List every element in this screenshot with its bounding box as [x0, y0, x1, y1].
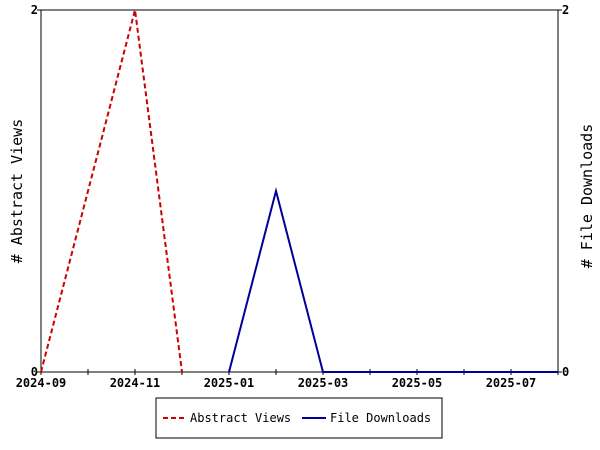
right-axis-title: # File Downloads — [578, 124, 596, 269]
x-tick-label: 2024-11 — [110, 376, 161, 390]
series-line-abstract-views — [40, 9, 183, 373]
left-y-tick-label: 0 — [31, 365, 38, 379]
series-line-file-downloads — [228, 187, 558, 373]
legend-label-file-downloads: File Downloads — [330, 411, 431, 425]
x-tick-label: 2025-05 — [392, 376, 443, 390]
left-axis-title: # Abstract Views — [8, 119, 26, 264]
x-tick-label: 2025-07 — [486, 376, 537, 390]
legend-label-abstract-views: Abstract Views — [190, 411, 291, 425]
x-tick-label: 2025-03 — [298, 376, 349, 390]
plot-area — [40, 9, 559, 373]
legend: Abstract Views File Downloads — [155, 397, 443, 439]
x-tick-label: 2024-09 — [16, 376, 67, 390]
x-tick-label: 2025-01 — [204, 376, 255, 390]
right-y-tick-label: 0 — [562, 365, 569, 379]
legend-box — [155, 397, 443, 439]
left-y-tick-label: 2 — [31, 3, 38, 17]
right-y-tick-label: 2 — [562, 3, 569, 17]
